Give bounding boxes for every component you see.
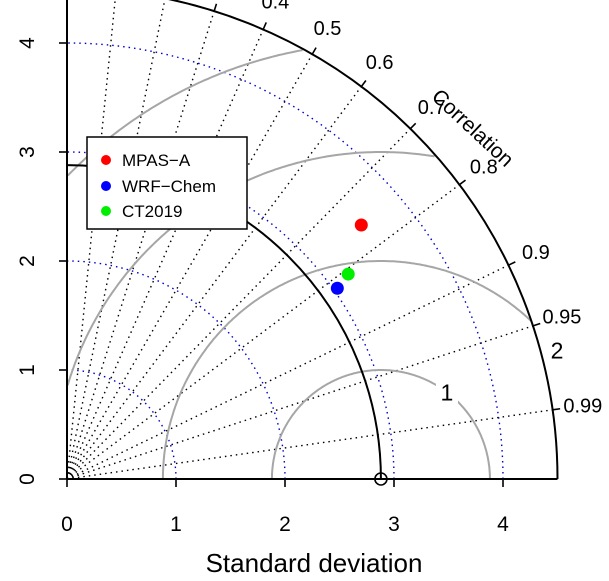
legend-label-wrf: WRF−Chem — [122, 177, 216, 196]
grid-layer — [66, 0, 553, 480]
correlation-tick-label-10: 0.95 — [543, 306, 582, 328]
correlation-tick-label-6: 0.6 — [366, 52, 394, 74]
correlation-ray-10 — [66, 325, 534, 480]
rms-label-1: 1 — [441, 379, 454, 405]
x-tick-label-0: 0 — [61, 513, 73, 536]
correlation-tick-label-7: 0.7 — [418, 97, 446, 119]
reference-marker — [374, 472, 388, 486]
correlation-tick-7 — [409, 122, 417, 130]
correlation-ray-11 — [66, 409, 553, 480]
diagram-frame — [66, 0, 559, 486]
x-axis-title: Standard deviation — [206, 548, 423, 578]
sd-grid-circle-2 — [66, 260, 286, 480]
rms-label-mask-2 — [546, 336, 569, 364]
sd-grid-circle-4 — [66, 42, 504, 480]
correlation-tick-5 — [311, 47, 317, 55]
rms-contours: 1234 — [66, 49, 569, 479]
correlation-tick-9 — [508, 261, 516, 266]
data-points — [330, 218, 368, 295]
correlation-tick-3 — [213, 3, 218, 12]
legend-box — [86, 136, 248, 230]
correlation-tick-label-5: 0.5 — [314, 18, 342, 40]
y-tick-label-1: 1 — [16, 364, 39, 376]
correlation-tick-8 — [458, 179, 466, 186]
correlation-ray-9 — [66, 264, 509, 480]
legend-label-ct2019: CT2019 — [122, 202, 182, 221]
rms-label-2: 2 — [551, 338, 564, 364]
legend: MPAS−A WRF−Chem CT2019 — [86, 136, 248, 230]
correlation-tick-label-8: 0.8 — [470, 156, 498, 178]
correlation-tick-label-9: 0.9 — [522, 242, 550, 264]
legend-marker-ct2019 — [101, 206, 111, 216]
legend-marker-wrf — [101, 181, 111, 191]
outer-arc — [167, 0, 559, 480]
y-tick-label-2: 2 — [16, 255, 39, 267]
data-point-3 — [341, 267, 355, 281]
rms-contour-1 — [270, 369, 491, 479]
data-point-2 — [330, 281, 344, 295]
rms-contour-2 — [161, 260, 533, 479]
legend-label-mpas: MPAS−A — [122, 151, 191, 170]
x-tick-label-2: 2 — [279, 513, 291, 536]
correlation-tick-4 — [262, 22, 267, 30]
rms-label-mask-1 — [435, 378, 458, 406]
y-tick-label-3: 3 — [16, 146, 39, 158]
correlation-ray-4 — [66, 29, 264, 480]
correlation-tick-10 — [532, 322, 541, 327]
correlation-ray-2 — [66, 0, 166, 480]
correlation-tick-6 — [360, 80, 367, 88]
x-tick-label-1: 1 — [170, 513, 182, 536]
x-tick-label-3: 3 — [388, 513, 400, 536]
correlation-tick-label-4: 0.4 — [262, 0, 290, 13]
axis-ticks: 00112233440.10.20.30.40.50.60.70.80.90.9… — [16, 0, 602, 536]
correlation-ray-3 — [66, 10, 215, 480]
y-tick-label-0: 0 — [16, 473, 39, 485]
y-tick-label-4: 4 — [16, 37, 39, 49]
correlation-tick-11 — [552, 407, 561, 411]
correlation-tick-label-11: 0.99 — [563, 396, 602, 418]
data-point-1 — [354, 218, 368, 232]
legend-marker-mpas — [101, 155, 111, 165]
sd-grid-circle-1 — [66, 369, 177, 480]
x-tick-label-4: 4 — [497, 513, 509, 536]
